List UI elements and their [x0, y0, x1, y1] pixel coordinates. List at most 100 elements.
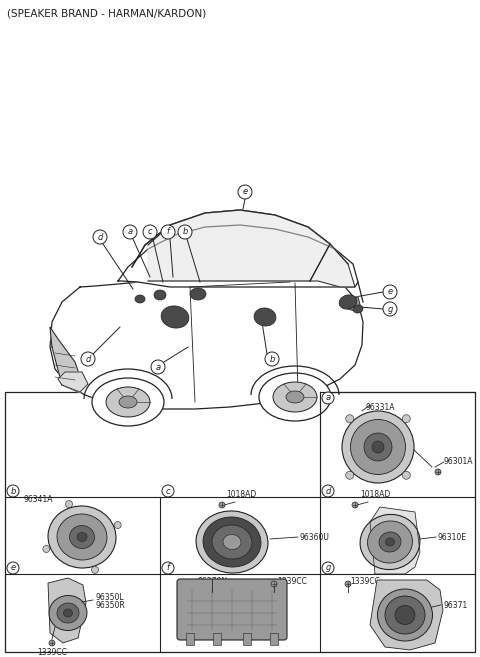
Ellipse shape — [65, 501, 72, 508]
Bar — [186, 633, 194, 645]
Polygon shape — [370, 507, 420, 574]
Text: f: f — [167, 564, 169, 572]
Ellipse shape — [154, 290, 166, 300]
Bar — [5, 392, 475, 652]
Text: 96310E: 96310E — [438, 533, 467, 541]
Polygon shape — [342, 297, 360, 311]
Bar — [243, 633, 251, 645]
Ellipse shape — [196, 511, 268, 573]
Circle shape — [7, 562, 19, 574]
Ellipse shape — [395, 606, 415, 625]
Polygon shape — [50, 327, 80, 392]
Text: c: c — [166, 486, 170, 495]
Text: 1018AD: 1018AD — [360, 490, 390, 499]
Ellipse shape — [385, 596, 425, 634]
Circle shape — [93, 230, 107, 244]
Circle shape — [322, 392, 334, 404]
Bar — [270, 633, 278, 645]
Polygon shape — [148, 210, 330, 281]
Ellipse shape — [77, 533, 87, 541]
Ellipse shape — [119, 396, 137, 408]
Text: 96370N: 96370N — [197, 577, 227, 586]
Circle shape — [352, 502, 358, 508]
Ellipse shape — [48, 506, 116, 568]
Text: a: a — [127, 227, 132, 237]
Text: 96360U: 96360U — [300, 533, 330, 541]
Text: g: g — [325, 564, 331, 572]
Text: e: e — [242, 187, 248, 196]
Circle shape — [178, 225, 192, 239]
Circle shape — [49, 640, 55, 646]
Polygon shape — [370, 580, 443, 650]
Text: 1339CC: 1339CC — [277, 577, 307, 586]
Text: e: e — [387, 288, 393, 296]
Circle shape — [161, 225, 175, 239]
Text: 96350L: 96350L — [95, 593, 124, 602]
Ellipse shape — [203, 517, 261, 567]
Ellipse shape — [353, 305, 363, 313]
Circle shape — [123, 225, 137, 239]
Circle shape — [151, 360, 165, 374]
Ellipse shape — [368, 521, 412, 563]
Text: a: a — [325, 394, 331, 403]
Ellipse shape — [135, 295, 145, 303]
Text: 1018AD: 1018AD — [226, 490, 256, 499]
Circle shape — [383, 285, 397, 299]
Text: e: e — [11, 564, 15, 572]
Ellipse shape — [339, 295, 357, 309]
Ellipse shape — [346, 415, 354, 422]
Ellipse shape — [379, 532, 401, 552]
Text: 96331A: 96331A — [365, 403, 395, 412]
FancyBboxPatch shape — [177, 579, 287, 640]
Ellipse shape — [254, 308, 276, 326]
Text: d: d — [325, 486, 331, 495]
Ellipse shape — [402, 415, 410, 422]
Text: f: f — [167, 227, 169, 237]
Circle shape — [162, 562, 174, 574]
Ellipse shape — [273, 382, 317, 412]
Ellipse shape — [70, 526, 95, 549]
Ellipse shape — [346, 471, 354, 480]
Ellipse shape — [342, 411, 414, 483]
Text: 1339CC: 1339CC — [350, 577, 380, 586]
Ellipse shape — [114, 522, 121, 528]
Ellipse shape — [385, 538, 395, 546]
Ellipse shape — [350, 420, 406, 474]
Ellipse shape — [57, 514, 107, 560]
Ellipse shape — [106, 387, 150, 417]
Circle shape — [435, 469, 441, 475]
Text: d: d — [97, 233, 103, 242]
Ellipse shape — [49, 595, 87, 631]
Polygon shape — [50, 274, 363, 409]
Text: a: a — [156, 363, 161, 371]
Text: g: g — [387, 304, 393, 313]
Text: b: b — [269, 355, 275, 363]
Text: 96350R: 96350R — [95, 602, 125, 610]
Text: c: c — [148, 227, 152, 237]
Ellipse shape — [286, 391, 304, 403]
Ellipse shape — [212, 525, 252, 559]
Polygon shape — [310, 244, 355, 287]
Circle shape — [219, 502, 225, 508]
Bar — [213, 633, 221, 645]
Circle shape — [271, 581, 277, 587]
Text: (SPEAKER BRAND - HARMAN/KARDON): (SPEAKER BRAND - HARMAN/KARDON) — [7, 9, 206, 19]
Circle shape — [162, 485, 174, 497]
Circle shape — [81, 352, 95, 366]
Ellipse shape — [57, 603, 79, 623]
Ellipse shape — [372, 441, 384, 453]
Polygon shape — [118, 225, 358, 287]
Ellipse shape — [377, 589, 432, 641]
Ellipse shape — [360, 514, 420, 570]
Circle shape — [383, 302, 397, 316]
Ellipse shape — [259, 373, 331, 421]
Ellipse shape — [92, 566, 98, 574]
Ellipse shape — [364, 433, 392, 461]
Text: 1339CC: 1339CC — [37, 648, 67, 657]
Circle shape — [238, 185, 252, 199]
Ellipse shape — [43, 545, 50, 553]
Polygon shape — [132, 210, 348, 267]
Text: 96301A: 96301A — [444, 457, 473, 466]
Ellipse shape — [190, 288, 206, 300]
Circle shape — [265, 352, 279, 366]
